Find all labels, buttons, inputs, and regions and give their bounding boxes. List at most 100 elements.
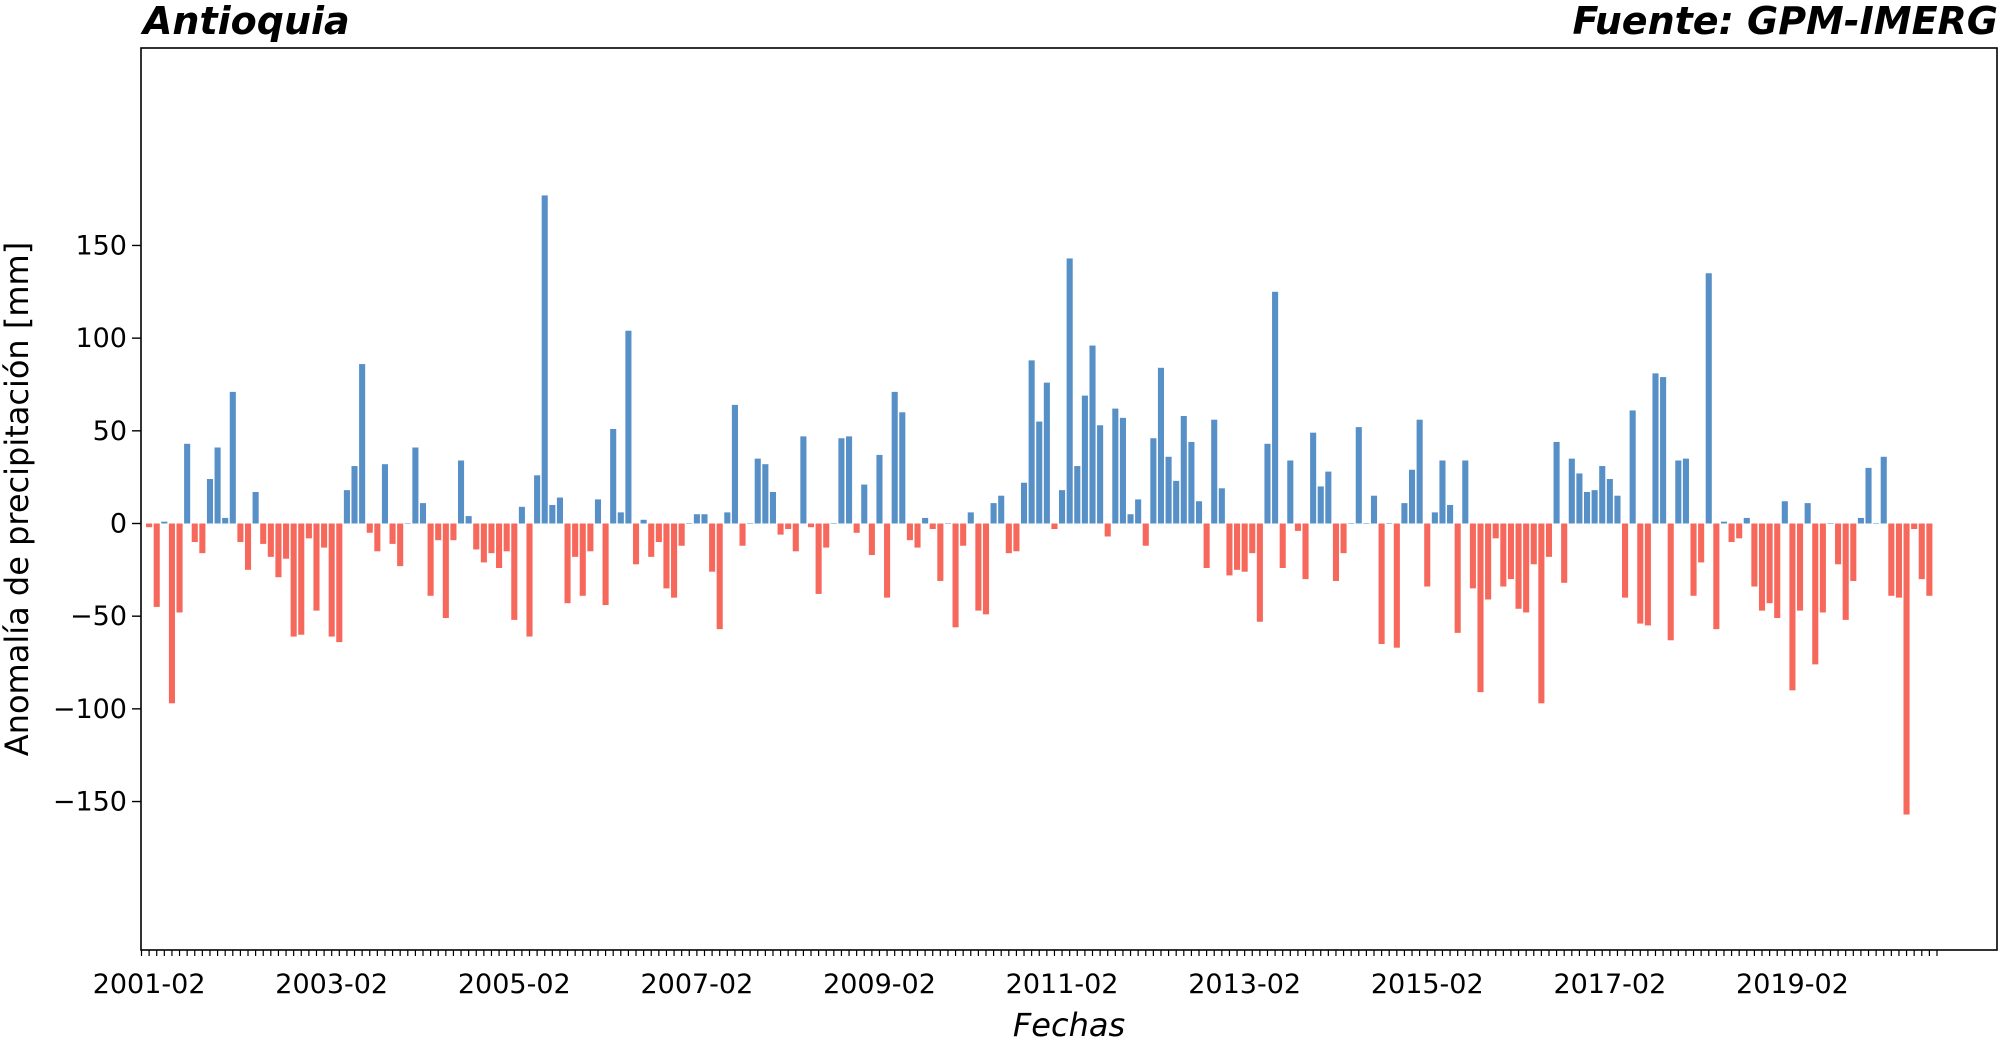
bar xyxy=(1827,523,1834,524)
bar xyxy=(1789,523,1796,691)
bar xyxy=(1766,523,1773,604)
bar xyxy=(1705,273,1712,524)
bar xyxy=(1644,523,1651,626)
bar xyxy=(1294,523,1301,531)
bar xyxy=(541,195,548,524)
bar xyxy=(1614,495,1621,524)
bar xyxy=(868,523,875,556)
bar xyxy=(899,412,906,524)
bar xyxy=(1340,523,1347,554)
bar xyxy=(1583,491,1591,524)
bar xyxy=(678,523,685,546)
bar xyxy=(359,364,366,524)
bar xyxy=(1462,460,1469,524)
bar xyxy=(1500,523,1507,587)
y-axis-ticks: 150 100 50 0 −50 −100 −150 xyxy=(53,230,141,818)
bar xyxy=(1020,482,1028,524)
bar xyxy=(1447,504,1454,524)
bar xyxy=(914,523,921,548)
bar xyxy=(937,523,944,581)
bar xyxy=(153,523,160,607)
bar xyxy=(1287,460,1294,524)
bar xyxy=(1424,523,1431,587)
bar xyxy=(1439,460,1446,524)
bar xyxy=(1530,523,1537,565)
bar xyxy=(762,464,769,524)
bar xyxy=(800,436,807,524)
bar xyxy=(1926,523,1933,596)
bar xyxy=(1728,523,1735,543)
bar xyxy=(1104,523,1111,537)
x-tick-label: 2017-02 xyxy=(1553,969,1666,1000)
bar xyxy=(1819,523,1826,613)
bar xyxy=(1188,441,1195,524)
bar xyxy=(579,523,586,596)
bar xyxy=(655,523,662,543)
bar xyxy=(594,499,602,524)
x-tick-label: 2011-02 xyxy=(1006,969,1119,1000)
bar xyxy=(884,523,891,598)
bar xyxy=(1903,523,1910,815)
bar xyxy=(777,523,784,535)
bar xyxy=(457,460,465,524)
bar xyxy=(549,504,556,524)
bar xyxy=(1576,473,1583,524)
bar xyxy=(1408,469,1416,524)
bar xyxy=(1165,456,1172,524)
bar xyxy=(488,523,495,554)
x-tick-label: 2005-02 xyxy=(458,969,571,1000)
bar xyxy=(610,428,617,524)
bar xyxy=(587,523,594,552)
bar xyxy=(891,391,898,524)
bar xyxy=(739,523,746,546)
bar xyxy=(1218,488,1225,524)
bar xyxy=(1028,360,1035,524)
bar xyxy=(1348,523,1355,524)
bar xyxy=(724,512,731,524)
bar xyxy=(1758,523,1766,611)
bar xyxy=(275,523,282,578)
bar xyxy=(982,523,990,615)
bar xyxy=(1157,367,1165,524)
bar xyxy=(572,523,579,557)
bar xyxy=(503,523,510,552)
bar xyxy=(283,523,290,559)
bar xyxy=(1485,523,1492,600)
bar xyxy=(1667,523,1674,641)
chart-title-right: Fuente: GPM-IMERG xyxy=(1572,0,1998,43)
bar xyxy=(1606,479,1613,524)
bar xyxy=(1713,523,1720,630)
bar xyxy=(229,391,236,524)
y-tick-label: 150 xyxy=(75,230,127,261)
bar xyxy=(526,523,533,637)
bar xyxy=(1135,499,1142,524)
bar xyxy=(427,523,434,596)
bar xyxy=(1249,523,1256,554)
bar xyxy=(237,523,244,543)
bar xyxy=(534,475,541,524)
bar xyxy=(709,523,716,572)
bar xyxy=(1629,410,1636,524)
bar xyxy=(1059,490,1066,524)
x-tick-label: 2003-02 xyxy=(275,969,388,1000)
bar xyxy=(1743,517,1750,524)
bar xyxy=(465,516,472,524)
bar xyxy=(1690,523,1697,596)
bar xyxy=(1781,501,1788,524)
bar xyxy=(769,491,777,524)
bar xyxy=(1431,512,1438,524)
bar xyxy=(1911,523,1918,530)
bar xyxy=(260,523,267,544)
bar xyxy=(1066,258,1073,524)
x-tick-label: 2007-02 xyxy=(640,969,753,1000)
bar xyxy=(518,506,525,524)
bar xyxy=(1873,523,1880,524)
bar xyxy=(336,523,343,643)
bar xyxy=(1332,523,1339,581)
bar xyxy=(511,523,518,620)
bar xyxy=(1469,523,1476,589)
bar xyxy=(1568,458,1575,524)
bar xyxy=(701,514,708,524)
bar xyxy=(1393,523,1400,648)
bar xyxy=(1804,503,1811,524)
